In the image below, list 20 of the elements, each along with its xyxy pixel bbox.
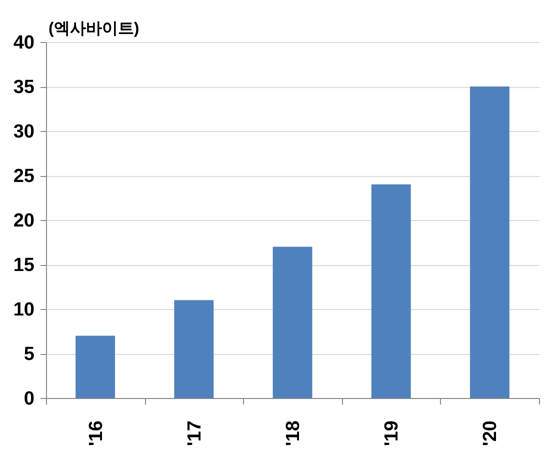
bar [174, 300, 214, 398]
y-tick-label: 15 [13, 255, 35, 276]
y-tick-label: 35 [13, 77, 35, 98]
y-tick-label: 0 [24, 388, 34, 410]
y-tick-label: 40 [13, 32, 34, 54]
y-tick-label: 30 [13, 122, 34, 142]
y-tick-label: 10 [13, 300, 34, 320]
bar [371, 184, 411, 398]
x-tick-label: '20 [480, 420, 502, 446]
x-tick-label: '16 [86, 420, 107, 446]
y-tick-label: 20 [13, 210, 34, 232]
x-tick-label: '19 [382, 420, 403, 446]
y-tick-label: 5 [24, 344, 35, 365]
bar [76, 336, 116, 398]
x-tick-label: '18 [283, 420, 304, 446]
x-tick-label: '17 [184, 420, 206, 446]
bar [470, 86, 510, 398]
y-tick-label: 25 [13, 166, 35, 187]
y-axis-title: (엑사바이트) [48, 20, 140, 38]
bar [272, 246, 312, 398]
